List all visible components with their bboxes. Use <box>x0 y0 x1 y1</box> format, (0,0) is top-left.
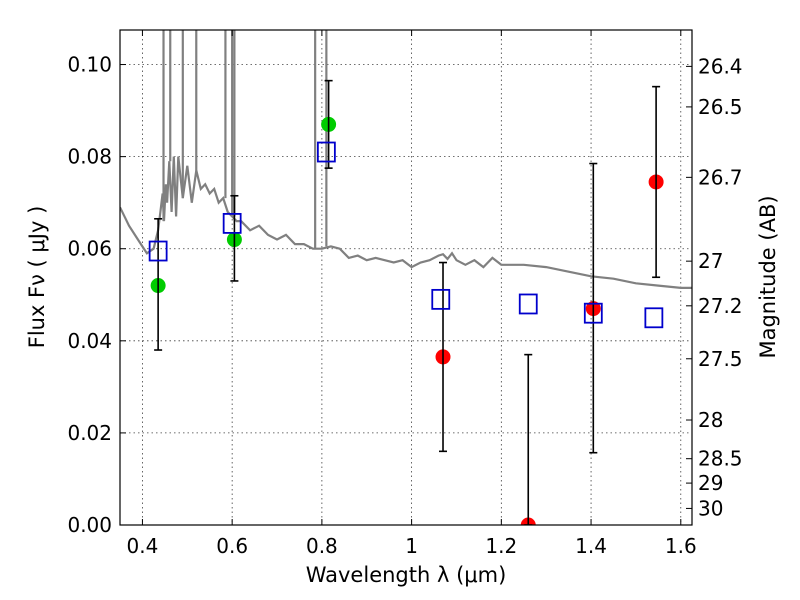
y2-tick-label: 27.2 <box>698 294 743 318</box>
y2-tick-label: 28.5 <box>698 447 743 471</box>
model-photometry-square <box>431 288 451 310</box>
model-photometry-square <box>316 141 336 163</box>
y2-tick-label: 29 <box>698 471 723 495</box>
y2-tick-label: 26.5 <box>698 95 743 119</box>
y-tick-label: 0.00 <box>67 513 112 537</box>
y2-tick-label: 27.5 <box>698 347 743 371</box>
x-tick-label: 1.4 <box>575 534 607 558</box>
model-photometry-square <box>222 212 242 234</box>
y-tick-label: 0.06 <box>67 237 112 261</box>
model-photometry-square <box>148 240 168 262</box>
y-tick-label: 0.10 <box>67 53 112 77</box>
y2-tick-label: 26.4 <box>698 54 743 78</box>
plot-area <box>120 30 692 525</box>
y-tick-label: 0.04 <box>67 329 112 353</box>
model-photometry-square <box>583 302 603 324</box>
x-tick-label: 1.6 <box>665 534 697 558</box>
y2-tick-label: 26.7 <box>698 165 743 189</box>
y2-tick-label: 27 <box>698 249 723 273</box>
x-tick-label: 0.8 <box>306 534 338 558</box>
y-axis-label: Flux Fν ( μJy ) <box>25 206 49 349</box>
grid-lines <box>120 30 692 526</box>
x-axis-label: Wavelength λ (μm) <box>306 563 507 587</box>
x-tick-label: 0.6 <box>216 534 248 558</box>
plot-frame <box>119 29 693 526</box>
y2-axis-label: Magnitude (AB) <box>756 195 780 358</box>
y2-tick-label: 28 <box>698 408 723 432</box>
model-spectrum-line <box>120 156 692 289</box>
x-tick-label: 1 <box>405 534 418 558</box>
y2-tick-label: 30 <box>698 496 723 520</box>
y-tick-label: 0.08 <box>67 145 112 169</box>
model-photometry-square <box>644 307 664 329</box>
y-tick-label: 0.02 <box>67 421 112 445</box>
model-photometry-square <box>518 293 538 315</box>
x-tick-label: 1.2 <box>485 534 517 558</box>
axis-ticks: 0.4 0.6 0.8 1 1.2 1.4 1.6 0.00 0.02 0.04 0.06 0.08 0… <box>67 30 743 558</box>
x-tick-label: 0.4 <box>127 534 159 558</box>
